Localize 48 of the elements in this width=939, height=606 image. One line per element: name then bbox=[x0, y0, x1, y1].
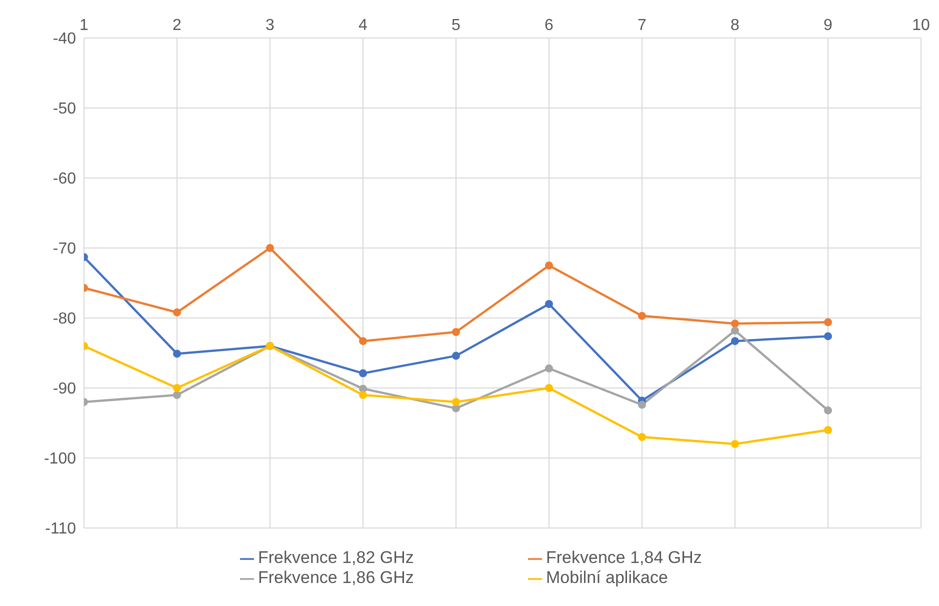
point bbox=[638, 433, 646, 441]
x-tick-label: 8 bbox=[730, 17, 740, 34]
x-tick-label: 3 bbox=[266, 17, 275, 34]
point bbox=[545, 364, 553, 372]
point bbox=[173, 384, 181, 392]
legend-label: Frekvence 1,84 GHz bbox=[546, 548, 703, 568]
point bbox=[731, 326, 739, 335]
x-tick-label: 1 bbox=[80, 17, 89, 34]
y-tick-label: -110 bbox=[45, 520, 76, 538]
point bbox=[452, 352, 460, 360]
x-tick-label: 7 bbox=[638, 17, 647, 34]
point bbox=[359, 391, 367, 399]
point bbox=[266, 244, 274, 252]
point bbox=[824, 318, 832, 326]
point bbox=[452, 398, 460, 406]
legend-label: Mobilní aplikace bbox=[546, 568, 669, 588]
y-tick-label: -70 bbox=[52, 240, 76, 258]
y-tick-label: -40 bbox=[52, 30, 76, 48]
y-tick-label: -90 bbox=[52, 380, 76, 398]
point bbox=[545, 384, 553, 392]
x-tick-label: 5 bbox=[452, 17, 461, 34]
x-tick-label: 9 bbox=[824, 17, 833, 34]
point bbox=[173, 350, 181, 358]
y-tick-label: -80 bbox=[52, 310, 76, 328]
y-tick-label: -50 bbox=[52, 100, 76, 118]
legend-label: Frekvence 1,82 GHz bbox=[258, 548, 415, 568]
point bbox=[545, 300, 553, 308]
point bbox=[824, 426, 832, 434]
point bbox=[359, 337, 367, 346]
y-tick-label: -60 bbox=[52, 170, 76, 188]
point bbox=[824, 332, 832, 340]
point bbox=[824, 406, 832, 414]
point bbox=[545, 262, 553, 270]
y-tick-label: -100 bbox=[44, 450, 76, 468]
x-tick-label: 2 bbox=[172, 17, 182, 34]
x-tick-label: 6 bbox=[544, 17, 554, 34]
point bbox=[638, 400, 646, 409]
point bbox=[731, 320, 739, 328]
point bbox=[173, 391, 181, 399]
point bbox=[731, 337, 739, 346]
point bbox=[173, 308, 181, 316]
point bbox=[731, 440, 739, 448]
x-tick-label: 4 bbox=[358, 17, 368, 34]
point bbox=[638, 312, 646, 320]
x-tick-label: 10 bbox=[912, 17, 930, 34]
point bbox=[452, 328, 460, 336]
point bbox=[359, 369, 367, 378]
legend-label: Frekvence 1,86 GHz bbox=[258, 568, 415, 588]
